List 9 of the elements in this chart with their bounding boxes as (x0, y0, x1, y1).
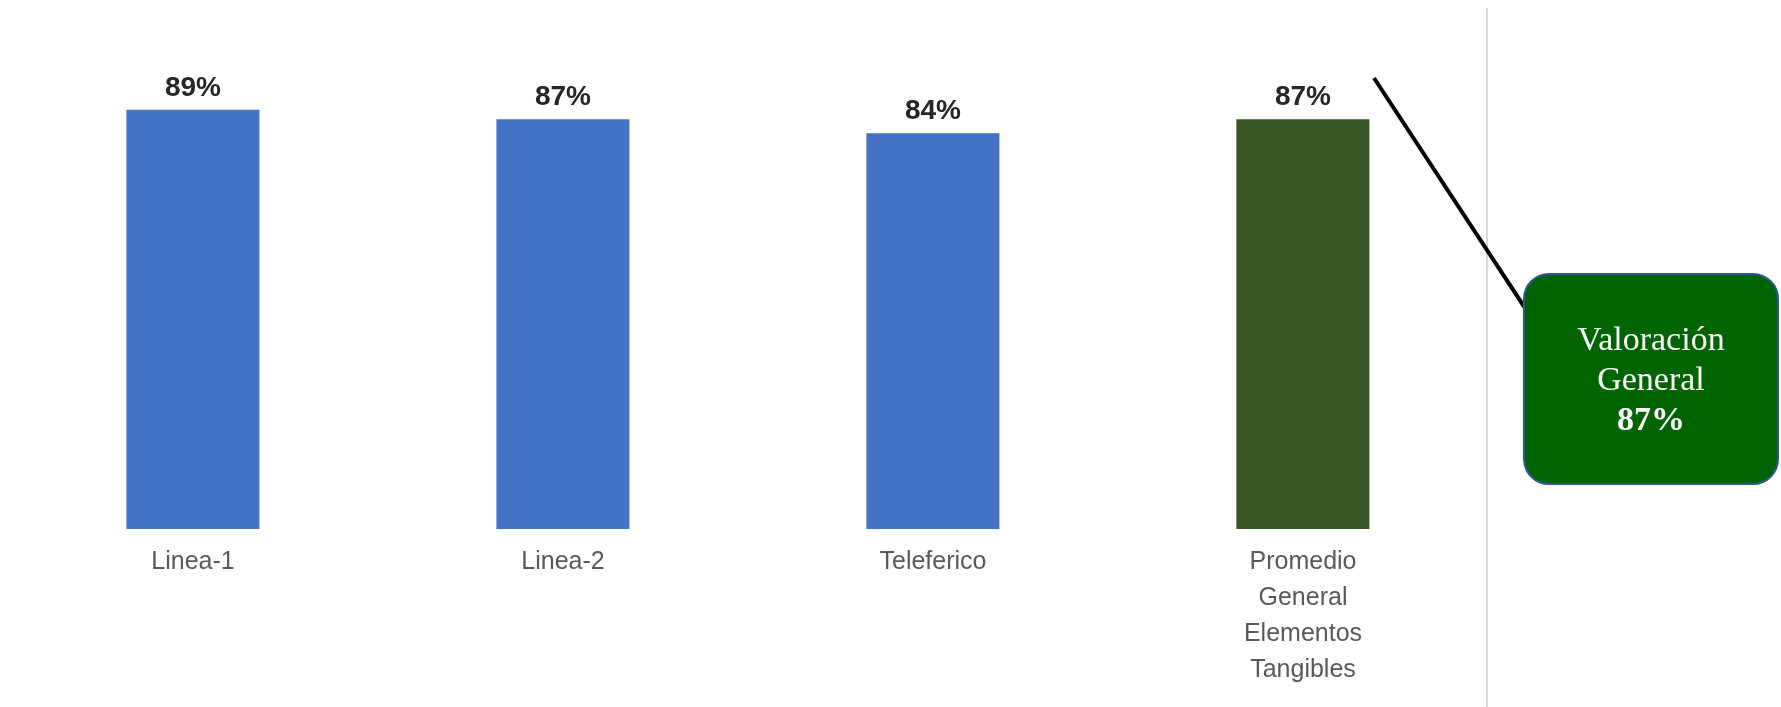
data-label: 87% (534, 80, 592, 112)
x-tick-label: Linea-1 (151, 546, 235, 574)
text: Valoración General 87% (1577, 320, 1725, 437)
x-tick-label: Linea-2 (521, 546, 605, 574)
x-tick-label: Teleferico (879, 546, 987, 574)
x-tick-label: Promedio General Elementos Tangibles (1243, 546, 1363, 682)
data-label: 84% (904, 94, 962, 126)
data-label: 87% (1274, 80, 1332, 112)
data-label: 89% (164, 70, 222, 102)
